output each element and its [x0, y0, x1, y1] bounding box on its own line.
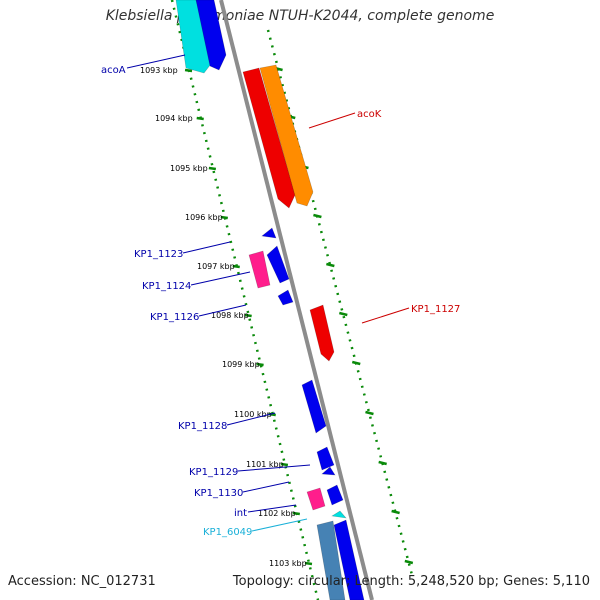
gene-steel-bottom	[316, 520, 346, 600]
gene-kp1-1124-arrow	[266, 245, 290, 284]
gene-label-kp1-1130[interactable]: KP1_1130	[194, 488, 243, 499]
outer-major-tick	[326, 262, 335, 268]
backbone-line	[219, 0, 374, 600]
gene-acoK-arrow	[259, 64, 314, 207]
inner-major-tick	[220, 215, 228, 220]
gene-label-acoA[interactable]: acoA	[101, 65, 126, 76]
gene-small-blue-2	[321, 466, 336, 476]
gene-label-kp1-1127[interactable]: KP1_1127	[411, 304, 460, 315]
inner-major-tick	[244, 313, 252, 318]
label-leader-kp1-1129	[237, 464, 311, 472]
inner-major-tick	[280, 462, 289, 467]
gene-kp1-1128-arrow	[301, 379, 327, 434]
gene-kp1-6049-arrow	[331, 510, 347, 519]
outer-tick-ring	[266, 29, 414, 576]
inner-major-tick	[208, 166, 217, 171]
gene-kp1-1127-arrow	[309, 304, 335, 362]
inner-major-tick	[232, 264, 240, 269]
inner-major-tick	[304, 561, 313, 566]
kbp-label: 1097 kbp	[197, 262, 235, 271]
gene-label-kp1-6049[interactable]: KP1_6049	[203, 527, 252, 538]
kbp-label: 1102 kbp	[258, 509, 296, 518]
label-leader-kp1-1126	[198, 304, 247, 317]
outer-major-tick	[351, 360, 361, 366]
gene-label-kp1-1124[interactable]: KP1_1124	[142, 281, 191, 292]
gene-blue-bottom	[333, 519, 365, 600]
kbp-scale-labels: 1093 kbp 1094 kbp 1095 kbp 1096 kbp 1097 kbp…	[140, 66, 307, 568]
label-leader-acoK	[308, 112, 356, 129]
kbp-label: 1094 kbp	[155, 114, 193, 123]
kbp-label: 1100 kbp	[234, 410, 272, 419]
gene-features	[175, 0, 365, 600]
outer-major-tick	[313, 213, 322, 219]
kbp-label: 1093 kbp	[140, 66, 178, 75]
inner-major-tick	[196, 116, 204, 121]
gene-kp1-1126-arrow	[277, 289, 294, 306]
inner-tick-ring	[170, 0, 320, 600]
gene-int-arrow	[326, 484, 344, 506]
outer-dotted-ring	[266, 29, 414, 576]
outer-major-tick	[391, 509, 400, 515]
gene-kp1-1123-arrow	[248, 250, 271, 289]
gene-label-kp1-1129[interactable]: KP1_1129	[189, 467, 238, 478]
kbp-label: 1099 kbp	[222, 360, 260, 369]
inner-major-tick	[256, 362, 264, 367]
label-leader-kp1-1128	[226, 412, 276, 426]
gene-label-int[interactable]: int	[234, 508, 247, 519]
label-leader-kp1-1130	[242, 481, 290, 493]
kbp-label: 1098 kbp	[211, 311, 249, 320]
inner-major-tick	[184, 68, 193, 73]
label-leader-int	[247, 504, 297, 513]
gene-small-blue-1	[261, 227, 277, 239]
kbp-label: 1095 kbp	[170, 164, 208, 173]
kbp-label: 1103 kbp	[269, 559, 307, 568]
gene-blue-arrow-top	[195, 0, 227, 71]
label-leader-kp1-1123	[182, 241, 231, 254]
outer-major-tick	[365, 410, 374, 416]
outer-major-tick	[378, 460, 387, 466]
gene-acoK-neighbor-red-arrow	[242, 67, 296, 209]
genome-summary-text: Topology: circular; Length: 5,248,520 bp…	[232, 574, 590, 589]
inner-major-tick	[292, 511, 301, 516]
gene-label-kp1-1128[interactable]: KP1_1128	[178, 421, 227, 432]
gene-label-acoK[interactable]: acoK	[357, 109, 382, 120]
gene-label-kp1-1126[interactable]: KP1_1126	[150, 312, 199, 323]
kbp-label: 1101 kbp	[246, 460, 284, 469]
label-leader-kp1-1124	[190, 271, 251, 286]
outer-major-tick	[404, 559, 414, 565]
gene-label-kp1-1123[interactable]: KP1_1123	[134, 249, 183, 260]
label-leader-kp1-1127	[361, 307, 410, 324]
gene-labels: acoA acoK KP1_1123 KP1_1124 KP1_1126 KP1_1127…	[101, 54, 460, 538]
genome-backbone	[219, 0, 374, 600]
accession-text: Accession: NC_012731	[8, 574, 156, 589]
gene-kp1-1129-arrow	[316, 446, 335, 471]
label-leader-acoA	[126, 54, 186, 69]
label-leader-kp1-6049	[251, 518, 308, 532]
gene-acoA-arrow	[175, 0, 215, 74]
outer-major-tick	[338, 311, 348, 317]
kbp-label: 1096 kbp	[185, 213, 223, 222]
gene-kp1-1130-arrow	[306, 487, 326, 511]
